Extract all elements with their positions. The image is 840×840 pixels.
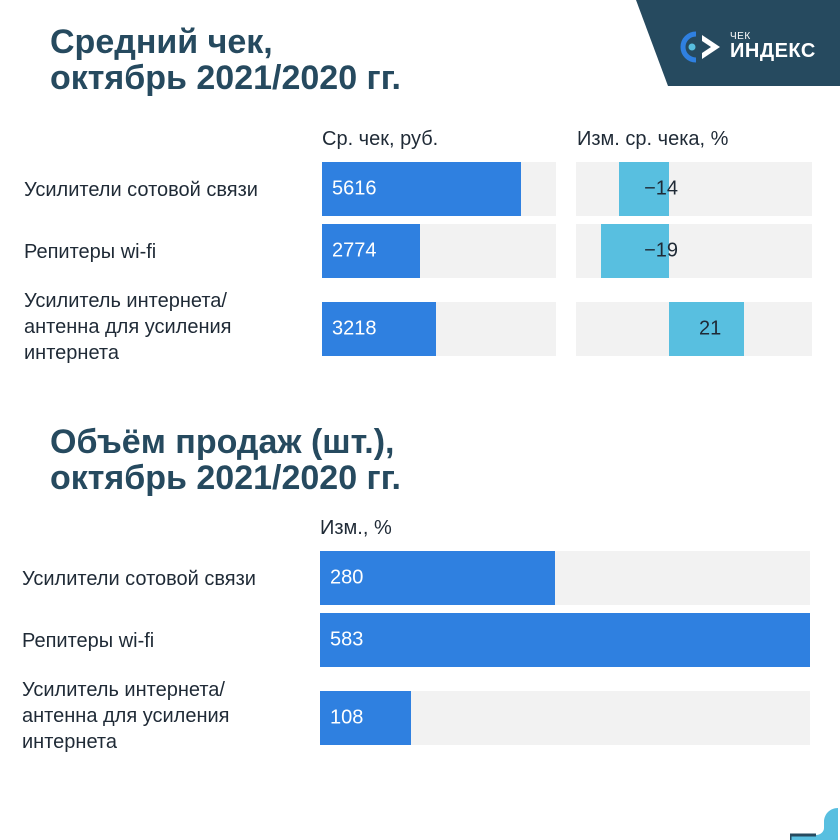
category-label-line: Репитеры wi-fi <box>24 241 157 263</box>
data-label: 3218 <box>332 317 377 340</box>
category-label-line: Усилители сотовой связи <box>24 179 258 201</box>
category-label-line: Усилитель интернета/ <box>24 290 227 312</box>
category-label: Репитеры wi-fi <box>22 628 312 654</box>
data-label: 2774 <box>332 239 377 262</box>
chart-title-sales-volume: Объём продаж (шт.), октябрь 2021/2020 гг… <box>50 424 401 496</box>
bar-track: 280 <box>320 551 810 605</box>
chart-title-line: октябрь 2021/2020 гг. <box>50 59 401 97</box>
data-label: 280 <box>330 566 364 589</box>
bar-avg-check <box>322 224 421 278</box>
category-label-line: интернета <box>22 731 117 753</box>
data-label: 583 <box>330 628 364 651</box>
bar-sales-change <box>320 551 556 605</box>
corner-decoration-icon <box>790 808 838 840</box>
data-label: 5616 <box>332 177 377 200</box>
logo-text-small: ЧЕК <box>730 31 751 42</box>
logo-text-big: ИНДЕКС <box>730 40 816 62</box>
data-label: 108 <box>330 706 364 729</box>
data-label: −14 <box>644 177 678 200</box>
bar-track: 3218 <box>322 302 556 356</box>
chart-title-line: октябрь 2021/2020 гг. <box>50 459 401 497</box>
bar-avg-check-change <box>601 224 669 278</box>
column-header-avg-check-change: Изм. ср. чека, % <box>577 128 729 150</box>
chart-title-line: Объём продаж (шт.), <box>50 423 395 461</box>
bar-track: −14 <box>576 162 812 216</box>
chart-title-average-check: Средний чек, октябрь 2021/2020 гг. <box>50 24 401 96</box>
category-label: Репитеры wi-fi <box>24 239 314 265</box>
category-label-line: Усилители сотовой связи <box>22 568 256 590</box>
bar-track: 583 <box>320 613 810 667</box>
bar-avg-check <box>322 162 522 216</box>
data-label: −19 <box>644 239 678 262</box>
category-label-line: антенна для усиления <box>22 705 230 727</box>
bar-avg-check <box>322 302 437 356</box>
category-label-line: интернета <box>24 342 119 364</box>
chek-index-logo-icon <box>680 31 720 63</box>
column-header-sales-change: Изм., % <box>320 517 392 539</box>
category-label: Усилитель интернета/ антенна для усилени… <box>24 288 314 366</box>
bar-track: 2774 <box>322 224 556 278</box>
category-label-line: Репитеры wi-fi <box>22 630 155 652</box>
category-label-line: Усилитель интернета/ <box>22 679 225 701</box>
bar-avg-check-change <box>668 302 745 356</box>
bar-avg-check-change <box>618 162 669 216</box>
bar-track: −19 <box>576 224 812 278</box>
bar-track: 21 <box>576 302 812 356</box>
column-header-avg-check: Ср. чек, руб. <box>322 128 439 150</box>
category-label-line: антенна для усиления <box>24 316 232 338</box>
logo-panel <box>636 0 840 86</box>
bar-sales-change <box>320 613 810 667</box>
bar-track: 5616 <box>322 162 556 216</box>
category-label: Усилитель интернета/ антенна для усилени… <box>22 677 312 755</box>
bar-sales-change <box>320 691 411 745</box>
data-label: 21 <box>699 317 722 340</box>
bar-track: 108 <box>320 691 810 745</box>
category-label: Усилители сотовой связи <box>24 177 314 203</box>
chart-title-line: Средний чек, <box>50 23 273 61</box>
category-label: Усилители сотовой связи <box>22 566 312 592</box>
